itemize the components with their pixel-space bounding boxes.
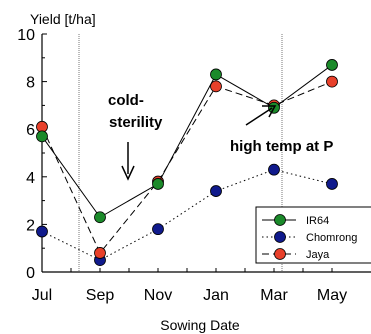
x-tick-label: Mar: [260, 287, 288, 304]
y-tick-label: 10: [17, 27, 35, 44]
legend: IR64 Chomrong Jaya: [255, 206, 371, 264]
y-tick-label: 4: [26, 170, 35, 187]
data-point: [36, 130, 48, 143]
series-chomrong: [36, 163, 338, 267]
data-point: [268, 163, 280, 176]
x-tick-label: Sep: [86, 287, 115, 304]
data-point: [152, 178, 164, 190]
data-point: [326, 178, 338, 190]
y-tick-label: 6: [26, 122, 35, 139]
series-line-jaya: [41, 81, 333, 254]
legend-label: Jaya: [306, 249, 330, 261]
data-series: [36, 59, 338, 267]
legend-marker: [274, 231, 286, 243]
x-tick-label: Jul: [32, 287, 52, 304]
series-line-ir64: [41, 64, 333, 218]
y-tick-label: 0: [26, 265, 35, 282]
arrowhead-high-temp: [262, 105, 277, 118]
axes: 0 2 4 6 8 10 Jul Sep Nov Jan Mar May: [17, 27, 371, 304]
legend-marker: [274, 214, 286, 226]
x-axis-title: Sowing Date: [160, 317, 240, 333]
arrowhead-cold-sterility: [121, 165, 135, 181]
data-point: [210, 68, 222, 81]
y-axis-title: Yield [t/ha]: [30, 11, 96, 27]
data-point: [210, 185, 222, 197]
x-tick-label: Jan: [203, 287, 229, 304]
data-point: [326, 59, 338, 71]
annotation-cold-sterility-line2: sterility: [109, 114, 163, 131]
annotations: cold-sterility high temp at P: [108, 92, 333, 181]
annotation-cold-sterility-line1: cold-: [108, 92, 144, 109]
x-tick-label: May: [317, 287, 347, 304]
data-point: [36, 225, 48, 238]
annotation-high-temp: high temp at P: [230, 138, 333, 155]
legend-label: Chomrong: [306, 232, 357, 244]
data-point: [326, 75, 338, 88]
arrow-high-temp: [245, 107, 273, 126]
x-tick-label: Nov: [144, 287, 172, 304]
legend-label: IR64: [306, 215, 329, 227]
y-tick-label: 8: [26, 75, 35, 92]
legend-marker: [274, 248, 286, 260]
y-tick-label: 2: [26, 217, 35, 234]
data-point: [94, 247, 106, 259]
data-point: [152, 223, 164, 236]
data-point: [94, 211, 106, 224]
data-point: [210, 80, 222, 93]
